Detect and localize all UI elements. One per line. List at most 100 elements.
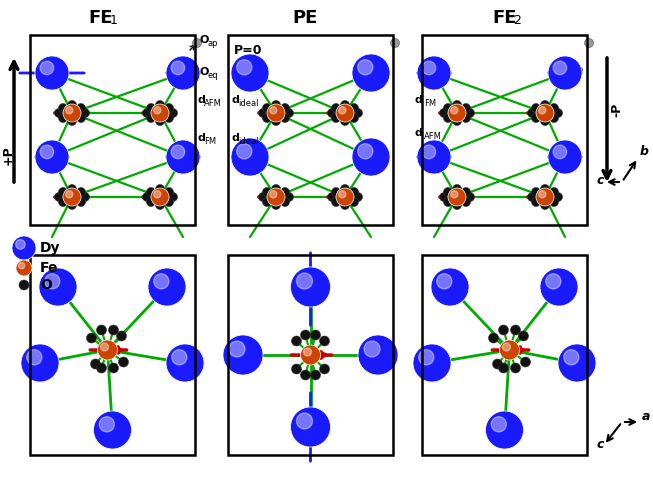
Circle shape bbox=[310, 330, 321, 340]
Circle shape bbox=[76, 197, 86, 207]
Circle shape bbox=[500, 340, 520, 360]
Circle shape bbox=[44, 274, 60, 289]
Text: $1$: $1$ bbox=[109, 15, 118, 28]
Text: ideal: ideal bbox=[238, 137, 259, 145]
Circle shape bbox=[340, 117, 349, 125]
Circle shape bbox=[503, 343, 511, 351]
Text: -P: -P bbox=[611, 103, 624, 117]
Circle shape bbox=[319, 364, 330, 374]
Circle shape bbox=[165, 188, 174, 196]
Circle shape bbox=[358, 335, 398, 375]
Circle shape bbox=[541, 185, 550, 193]
Circle shape bbox=[267, 104, 285, 122]
Circle shape bbox=[151, 104, 169, 122]
Circle shape bbox=[272, 201, 281, 209]
Circle shape bbox=[528, 192, 537, 202]
Circle shape bbox=[539, 191, 546, 198]
Circle shape bbox=[451, 107, 458, 114]
Circle shape bbox=[59, 104, 67, 112]
Circle shape bbox=[550, 197, 558, 207]
Circle shape bbox=[332, 197, 340, 207]
Bar bbox=[422, 255, 587, 455]
Circle shape bbox=[193, 38, 202, 48]
Circle shape bbox=[165, 114, 174, 122]
Circle shape bbox=[536, 188, 554, 206]
Circle shape bbox=[76, 188, 86, 196]
Circle shape bbox=[528, 108, 537, 118]
Circle shape bbox=[231, 138, 269, 176]
Circle shape bbox=[352, 54, 390, 92]
Circle shape bbox=[291, 407, 330, 447]
Circle shape bbox=[59, 114, 67, 122]
Circle shape bbox=[166, 344, 204, 382]
Circle shape bbox=[553, 145, 567, 159]
Circle shape bbox=[142, 108, 151, 118]
Circle shape bbox=[21, 344, 59, 382]
Circle shape bbox=[16, 260, 32, 276]
Circle shape bbox=[67, 117, 76, 125]
Circle shape bbox=[541, 101, 550, 109]
Circle shape bbox=[153, 191, 161, 198]
Circle shape bbox=[59, 188, 67, 196]
Circle shape bbox=[19, 280, 29, 290]
Circle shape bbox=[146, 104, 155, 112]
Circle shape bbox=[453, 117, 462, 125]
Text: P=0: P=0 bbox=[234, 44, 263, 56]
Circle shape bbox=[564, 350, 579, 365]
Text: O: O bbox=[200, 35, 210, 45]
Text: $2$: $2$ bbox=[513, 15, 522, 28]
Circle shape bbox=[91, 359, 101, 369]
Text: ideal: ideal bbox=[238, 99, 259, 107]
Circle shape bbox=[546, 274, 561, 289]
Bar bbox=[30, 255, 195, 455]
Circle shape bbox=[166, 56, 200, 90]
Text: O: O bbox=[40, 278, 52, 292]
Circle shape bbox=[80, 108, 89, 118]
Circle shape bbox=[358, 144, 373, 159]
Circle shape bbox=[339, 191, 346, 198]
Circle shape bbox=[236, 60, 252, 75]
Circle shape bbox=[16, 240, 25, 249]
Text: c: c bbox=[597, 174, 605, 187]
Circle shape bbox=[155, 101, 165, 109]
Circle shape bbox=[153, 274, 169, 289]
Circle shape bbox=[550, 188, 558, 196]
Circle shape bbox=[67, 201, 76, 209]
Circle shape bbox=[86, 333, 97, 343]
Circle shape bbox=[584, 38, 594, 48]
Circle shape bbox=[550, 114, 558, 122]
Circle shape bbox=[63, 188, 81, 206]
Circle shape bbox=[281, 197, 289, 207]
Circle shape bbox=[466, 108, 475, 118]
Circle shape bbox=[101, 343, 108, 351]
Circle shape bbox=[118, 357, 129, 367]
Circle shape bbox=[422, 61, 436, 75]
Circle shape bbox=[168, 192, 178, 202]
Circle shape bbox=[270, 191, 277, 198]
Circle shape bbox=[575, 67, 582, 73]
Circle shape bbox=[108, 325, 118, 335]
Circle shape bbox=[35, 56, 69, 90]
Circle shape bbox=[349, 188, 358, 196]
Circle shape bbox=[97, 325, 106, 335]
Circle shape bbox=[364, 341, 380, 357]
Circle shape bbox=[548, 56, 582, 90]
Text: c: c bbox=[597, 438, 605, 451]
Circle shape bbox=[263, 104, 272, 112]
Circle shape bbox=[498, 363, 509, 373]
Circle shape bbox=[171, 61, 185, 75]
Text: a: a bbox=[642, 410, 650, 423]
Circle shape bbox=[541, 201, 550, 209]
Bar bbox=[228, 35, 393, 225]
Circle shape bbox=[304, 348, 311, 356]
Circle shape bbox=[390, 38, 400, 48]
Circle shape bbox=[553, 61, 567, 75]
Circle shape bbox=[146, 188, 155, 196]
Text: +P: +P bbox=[1, 145, 14, 165]
Circle shape bbox=[417, 56, 451, 90]
Circle shape bbox=[422, 145, 436, 159]
Circle shape bbox=[236, 144, 252, 159]
Circle shape bbox=[272, 185, 281, 193]
Circle shape bbox=[453, 101, 462, 109]
Bar bbox=[422, 35, 587, 225]
